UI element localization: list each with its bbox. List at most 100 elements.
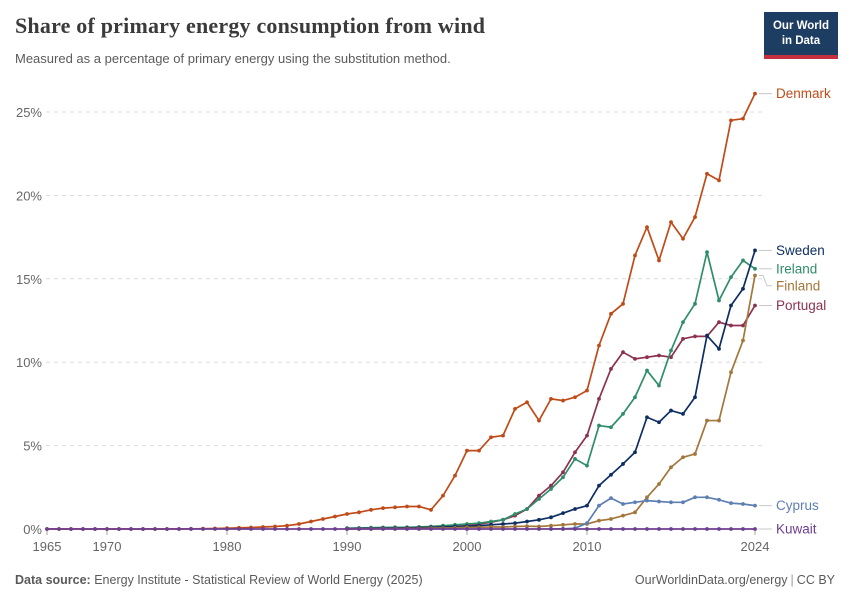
data-point[interactable] bbox=[477, 448, 481, 453]
data-point[interactable] bbox=[729, 501, 733, 506]
data-point[interactable] bbox=[669, 220, 673, 224]
data-point[interactable] bbox=[693, 527, 697, 531]
data-point[interactable] bbox=[321, 517, 325, 521]
data-point[interactable] bbox=[57, 527, 61, 531]
data-point[interactable] bbox=[561, 527, 565, 531]
data-point[interactable] bbox=[669, 527, 673, 531]
data-point[interactable] bbox=[261, 527, 265, 531]
data-point[interactable] bbox=[729, 323, 733, 328]
data-point[interactable] bbox=[513, 512, 517, 516]
data-point[interactable] bbox=[681, 527, 685, 531]
data-point[interactable] bbox=[729, 370, 733, 375]
data-point[interactable] bbox=[573, 457, 577, 461]
data-point[interactable] bbox=[81, 527, 85, 531]
data-point[interactable] bbox=[717, 320, 721, 325]
data-point[interactable] bbox=[657, 420, 661, 425]
data-point[interactable] bbox=[177, 527, 181, 531]
data-point[interactable] bbox=[309, 527, 313, 531]
data-point[interactable] bbox=[117, 527, 121, 531]
data-point[interactable] bbox=[417, 504, 421, 509]
data-point[interactable] bbox=[657, 353, 661, 358]
data-point[interactable] bbox=[537, 517, 541, 522]
data-point[interactable] bbox=[681, 236, 685, 241]
data-point[interactable] bbox=[645, 498, 649, 503]
series-ireland[interactable] bbox=[345, 250, 757, 531]
data-point[interactable] bbox=[393, 527, 397, 531]
data-point[interactable] bbox=[441, 527, 445, 531]
data-point[interactable] bbox=[537, 418, 541, 423]
data-point[interactable] bbox=[297, 522, 301, 526]
data-point[interactable] bbox=[609, 366, 613, 371]
data-point[interactable] bbox=[597, 518, 601, 523]
footer-link[interactable]: OurWorldinData.org/energy bbox=[634, 573, 788, 587]
data-point[interactable] bbox=[621, 412, 625, 416]
data-point[interactable] bbox=[681, 412, 685, 416]
data-point[interactable] bbox=[453, 473, 457, 478]
data-point[interactable] bbox=[393, 505, 397, 510]
data-point[interactable] bbox=[225, 527, 229, 531]
data-point[interactable] bbox=[585, 433, 589, 438]
data-point[interactable] bbox=[609, 527, 613, 531]
data-point[interactable] bbox=[621, 350, 625, 355]
data-point[interactable] bbox=[537, 527, 541, 531]
data-point[interactable] bbox=[165, 527, 169, 531]
series-line[interactable] bbox=[551, 496, 756, 530]
data-point[interactable] bbox=[381, 527, 385, 531]
data-point[interactable] bbox=[669, 465, 673, 470]
series-label-finland[interactable]: Finland bbox=[776, 278, 820, 293]
data-point[interactable] bbox=[609, 496, 613, 501]
data-point[interactable] bbox=[525, 519, 529, 524]
data-point[interactable] bbox=[597, 396, 601, 401]
data-point[interactable] bbox=[525, 524, 529, 529]
data-point[interactable] bbox=[537, 497, 541, 501]
data-point[interactable] bbox=[753, 91, 757, 96]
data-point[interactable] bbox=[597, 503, 601, 508]
data-point[interactable] bbox=[585, 503, 589, 508]
data-point[interactable] bbox=[681, 500, 685, 505]
data-point[interactable] bbox=[669, 355, 673, 360]
data-point[interactable] bbox=[201, 527, 205, 531]
data-point[interactable] bbox=[753, 248, 757, 253]
series-denmark[interactable] bbox=[45, 91, 757, 531]
data-point[interactable] bbox=[369, 507, 373, 512]
data-point[interactable] bbox=[477, 527, 481, 531]
data-point[interactable] bbox=[285, 527, 289, 531]
series-label-cyprus[interactable]: Cyprus bbox=[776, 498, 819, 513]
data-point[interactable] bbox=[501, 517, 505, 522]
series-label-ireland[interactable]: Ireland bbox=[776, 261, 817, 276]
data-point[interactable] bbox=[621, 527, 625, 531]
data-point[interactable] bbox=[741, 258, 745, 263]
data-point[interactable] bbox=[585, 463, 589, 468]
data-point[interactable] bbox=[597, 423, 601, 428]
data-point[interactable] bbox=[609, 472, 613, 477]
data-point[interactable] bbox=[741, 323, 745, 328]
data-point[interactable] bbox=[705, 418, 709, 423]
data-point[interactable] bbox=[465, 448, 469, 453]
data-point[interactable] bbox=[561, 470, 565, 475]
data-point[interactable] bbox=[129, 527, 133, 531]
data-point[interactable] bbox=[693, 452, 697, 456]
data-point[interactable] bbox=[561, 522, 565, 527]
data-point[interactable] bbox=[297, 527, 301, 531]
series-kuwait[interactable] bbox=[45, 527, 757, 531]
data-point[interactable] bbox=[69, 527, 73, 531]
data-point[interactable] bbox=[405, 504, 409, 509]
data-point[interactable] bbox=[609, 425, 613, 430]
data-point[interactable] bbox=[597, 343, 601, 348]
data-point[interactable] bbox=[561, 475, 565, 480]
series-finland[interactable] bbox=[345, 273, 757, 531]
data-point[interactable] bbox=[585, 388, 589, 393]
series-label-portugal[interactable]: Portugal bbox=[776, 298, 826, 313]
data-point[interactable] bbox=[717, 298, 721, 303]
data-point[interactable] bbox=[561, 511, 565, 516]
data-point[interactable] bbox=[693, 334, 697, 339]
data-point[interactable] bbox=[717, 497, 721, 502]
data-point[interactable] bbox=[621, 301, 625, 306]
data-point[interactable] bbox=[549, 483, 553, 488]
data-point[interactable] bbox=[549, 396, 553, 401]
data-point[interactable] bbox=[597, 527, 601, 531]
data-point[interactable] bbox=[345, 512, 349, 516]
data-point[interactable] bbox=[621, 502, 625, 506]
data-point[interactable] bbox=[429, 527, 433, 531]
data-point[interactable] bbox=[513, 521, 517, 526]
